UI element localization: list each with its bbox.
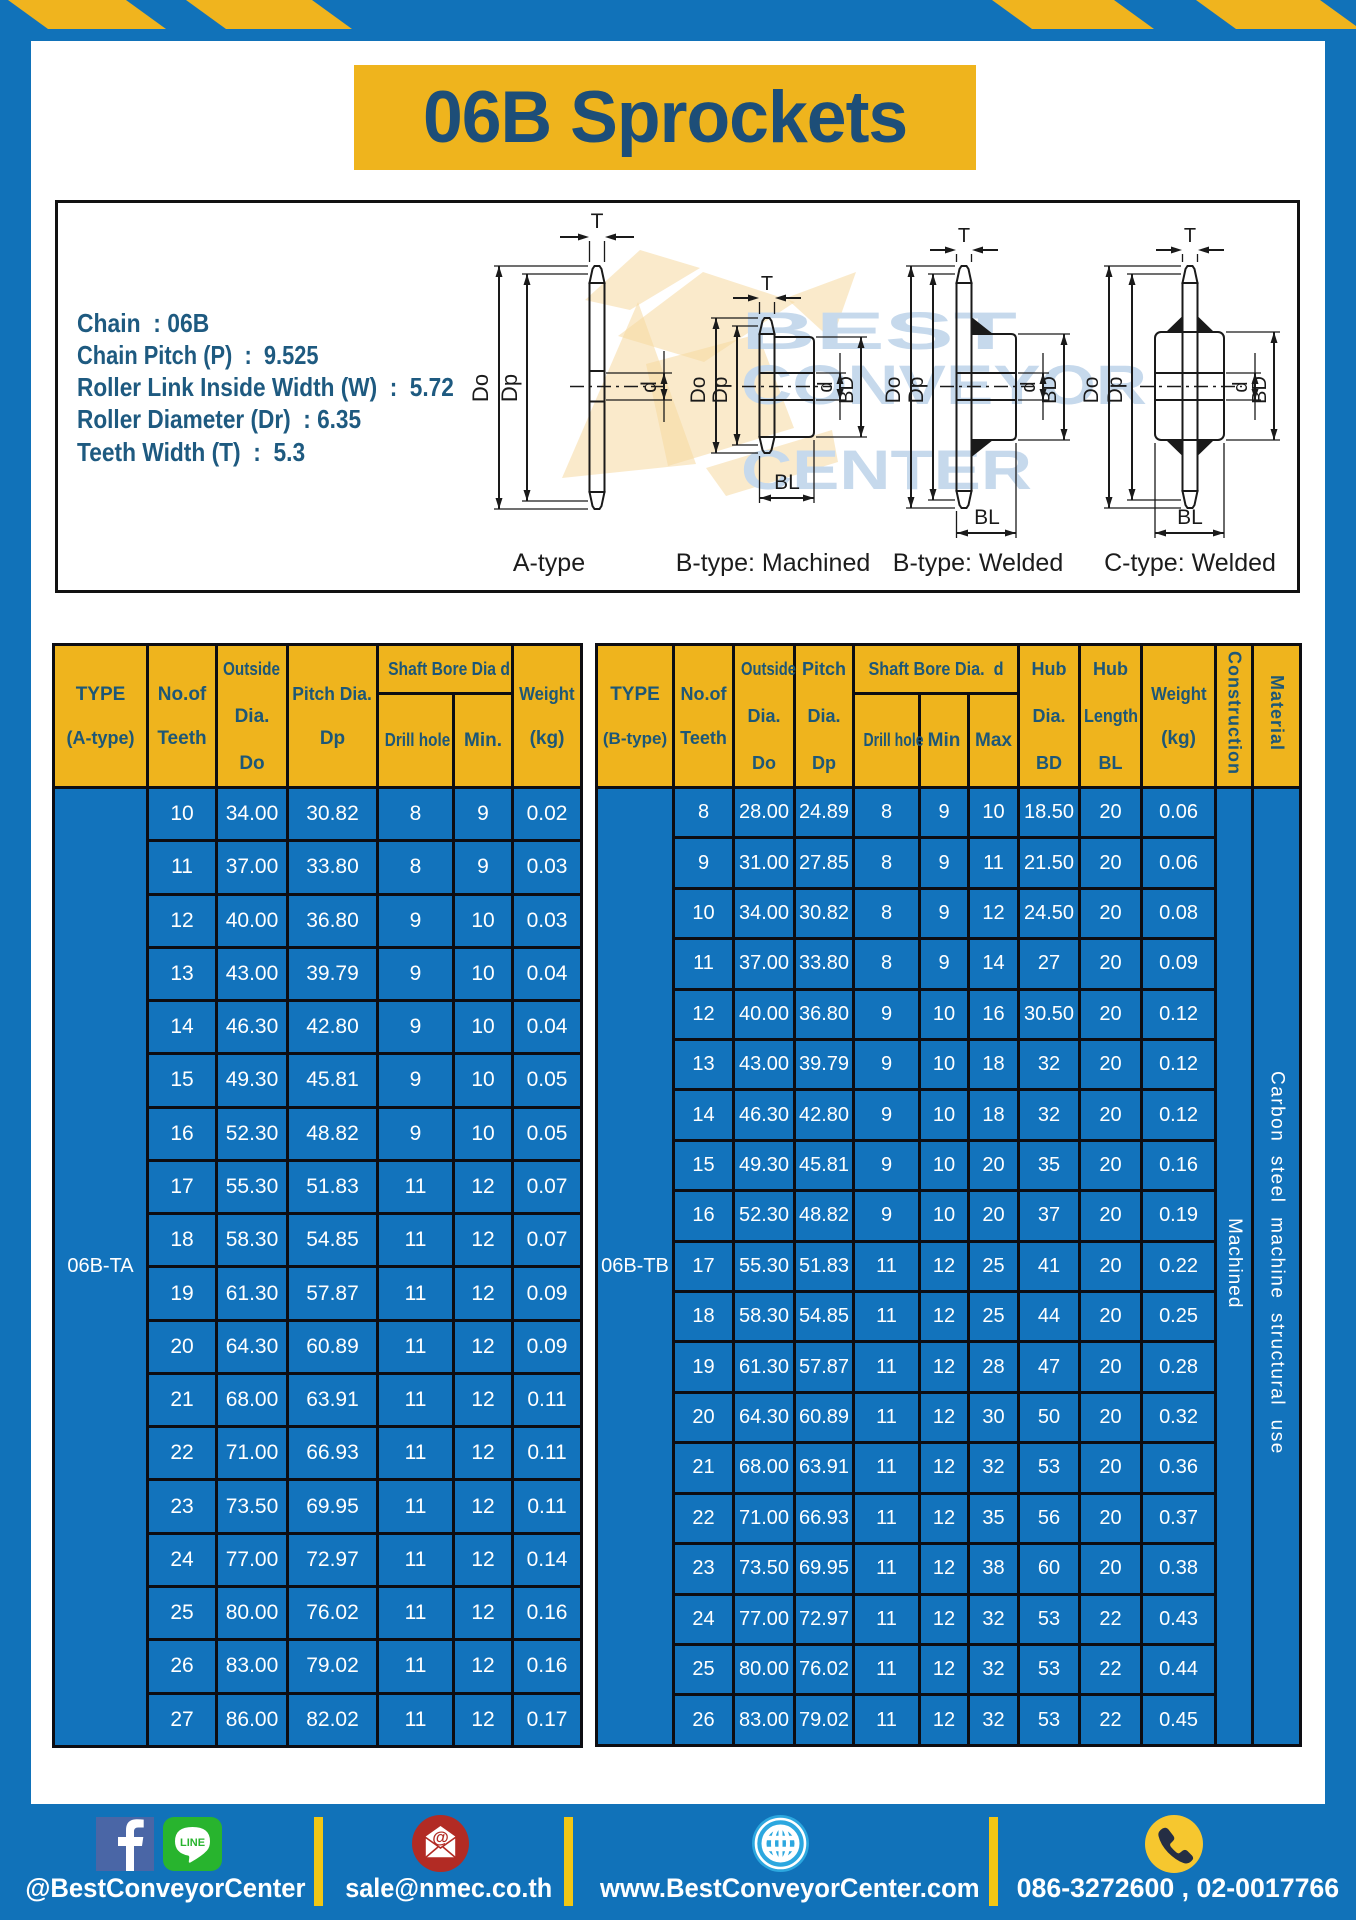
svg-text:T: T <box>591 210 604 233</box>
svg-text:BD: BD <box>836 376 858 404</box>
svg-text:CONVEYOR: CONVEYOR <box>741 353 1147 416</box>
svg-text:BL: BL <box>774 471 800 494</box>
svg-text:@: @ <box>432 1828 449 1847</box>
svg-text:CENTER: CENTER <box>741 438 1032 501</box>
svg-text:Dp: Dp <box>905 377 928 404</box>
svg-text:Do: Do <box>687 377 710 404</box>
svg-text:Do: Do <box>882 377 905 404</box>
svg-text:BL: BL <box>974 506 1000 529</box>
svg-text:BD: BD <box>1039 376 1061 404</box>
svg-text:T: T <box>958 225 970 247</box>
svg-text:T: T <box>761 273 773 295</box>
svg-text:Dp: Dp <box>497 374 522 402</box>
svg-text:Dp: Dp <box>709 377 732 404</box>
svg-text:BD: BD <box>1249 376 1271 404</box>
svg-text:Dp: Dp <box>1104 377 1127 404</box>
svg-text:d: d <box>1230 381 1252 392</box>
svg-text:Do: Do <box>1080 377 1103 404</box>
svg-text:d: d <box>638 381 661 393</box>
svg-text:T: T <box>1184 225 1196 247</box>
svg-text:BL: BL <box>1177 506 1203 529</box>
svg-text:d: d <box>815 381 837 392</box>
svg-text:Do: Do <box>468 374 493 402</box>
svg-text:LINE: LINE <box>180 1837 205 1849</box>
svg-text:d: d <box>1018 381 1040 392</box>
